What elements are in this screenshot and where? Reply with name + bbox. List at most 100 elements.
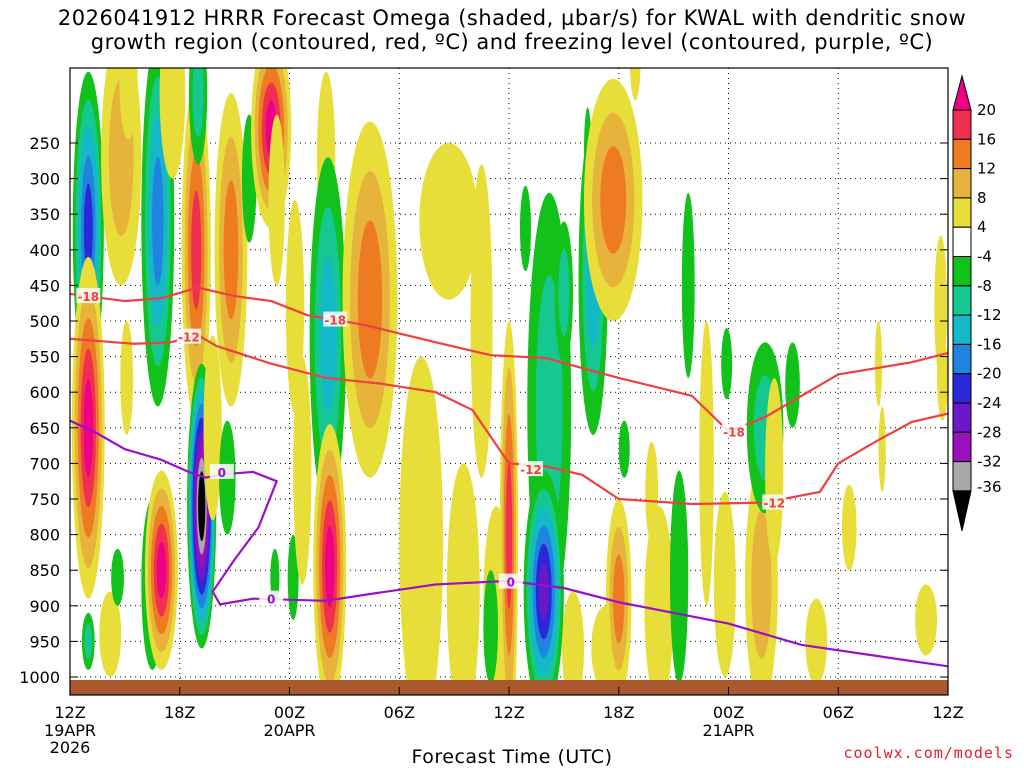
omega-cell — [681, 192, 695, 378]
y-tick-label: 650 — [29, 419, 60, 438]
isotherm-minus12-label-bg — [176, 328, 201, 344]
colorbar-swatch — [952, 431, 972, 463]
colorbar-swatch — [952, 138, 972, 170]
isotherm-minus12-label: -12 — [520, 463, 542, 477]
colorbar-label: -24 — [977, 394, 1002, 412]
omega-cell — [878, 406, 886, 492]
omega-level — [874, 321, 883, 407]
y-tick-label: 450 — [29, 276, 60, 295]
x-tick-label: 06Z — [384, 703, 415, 722]
colorbar-label: 16 — [977, 130, 996, 148]
omega-level — [644, 506, 674, 695]
isotherm-minus18-label-bg — [721, 423, 746, 439]
omega-level — [878, 406, 886, 492]
y-tick-label: 400 — [29, 241, 60, 260]
omega-level — [558, 248, 570, 337]
omega-cell — [499, 321, 519, 695]
omega-level — [192, 68, 204, 137]
omega-level — [841, 484, 857, 571]
omega-level — [915, 584, 938, 656]
omega-cell — [81, 612, 95, 670]
omega-level — [805, 598, 828, 685]
x-tick-label: 18Z — [603, 703, 634, 722]
omega-level — [419, 143, 478, 300]
omega-level — [293, 356, 312, 585]
omega-level — [618, 420, 630, 478]
omega-level — [600, 146, 627, 254]
omega-cell — [669, 470, 689, 685]
omega-cell — [342, 121, 398, 478]
colorbar-label: 4 — [977, 218, 987, 236]
omega-cell — [523, 470, 564, 695]
omega-level — [325, 525, 335, 608]
freezing-level-label-bg — [209, 463, 234, 479]
omega-level — [681, 192, 695, 378]
contour-lines: -18 -18 -18 -12 -12 -12 0 0 0 — [70, 286, 948, 668]
omega-cell — [713, 491, 736, 677]
freezing-level-label: 0 — [267, 593, 275, 607]
omega-cell — [111, 548, 124, 606]
omega-level — [519, 185, 531, 272]
omega-cell — [99, 591, 122, 678]
y-tick-label: 300 — [29, 170, 60, 189]
omega-level — [84, 623, 93, 659]
colorbar-label: -36 — [977, 478, 1002, 496]
omega-level — [785, 342, 800, 428]
colorbar-label: -16 — [977, 335, 1002, 353]
x-date-label: 19APR — [44, 721, 96, 740]
omega-level — [721, 328, 733, 400]
omega-level — [268, 114, 285, 286]
colorbar-label: -32 — [977, 453, 1002, 471]
omega-cell — [618, 420, 630, 478]
omega-level — [83, 183, 93, 274]
omega-cell — [188, 68, 208, 165]
omega-level — [83, 378, 93, 477]
isotherm-minus18-label: -18 — [77, 290, 99, 304]
y-tick-label: 600 — [29, 383, 60, 402]
isotherm-minus18-label: -18 — [324, 314, 346, 328]
colorbar-label: -12 — [977, 306, 1002, 324]
omega-level — [119, 68, 138, 140]
omega-cell — [483, 570, 499, 685]
omega-level — [483, 570, 499, 685]
omega-level — [613, 554, 625, 643]
omega-level — [99, 591, 122, 678]
colorbar-label: 8 — [977, 189, 987, 207]
chart-title-line2: growth region (contoured, red, ºC) and f… — [90, 30, 934, 54]
x-tick-label: 12Z — [493, 703, 524, 722]
y-tick-label: 550 — [29, 348, 60, 367]
omega-level — [713, 491, 736, 677]
y-tick-label: 850 — [29, 561, 60, 580]
omega-cell — [721, 328, 733, 400]
omega-shading — [71, 68, 948, 695]
isotherm-minus18 — [70, 286, 948, 433]
omega-cell — [519, 185, 531, 272]
omega-cell — [874, 321, 883, 407]
omega-cell — [841, 484, 857, 571]
colorbar-bottom-arrow — [952, 490, 972, 532]
omega-level — [152, 156, 164, 286]
x-date-label: 2026 — [50, 738, 91, 757]
omega-cell — [285, 199, 305, 414]
omega-cell — [699, 321, 714, 606]
omega-level — [751, 509, 772, 659]
x-tick-label: 12Z — [932, 703, 963, 722]
omega-level — [505, 460, 513, 609]
omega-cell — [554, 221, 574, 364]
omega-cell — [309, 157, 347, 514]
colorbar-label: 12 — [977, 160, 996, 178]
colorbar-label: -4 — [977, 248, 992, 266]
freezing-level-label: 0 — [507, 576, 515, 590]
y-tick-label: 750 — [29, 490, 60, 509]
omega-level — [470, 164, 493, 478]
x-date-label: 20APR — [263, 721, 315, 740]
colorbar-swatch — [952, 109, 972, 140]
freezing-level-label-bg — [498, 573, 523, 589]
colorbar-label: -28 — [977, 423, 1002, 441]
colorbar-swatch — [952, 226, 972, 257]
omega-level — [629, 68, 641, 101]
omega-level — [111, 548, 124, 606]
omega-cell — [937, 335, 948, 421]
colorbar: 20 16 12 8 4 -4 -8 -12 -16 -20 -24 -28 -32 -36 — [952, 74, 1002, 532]
